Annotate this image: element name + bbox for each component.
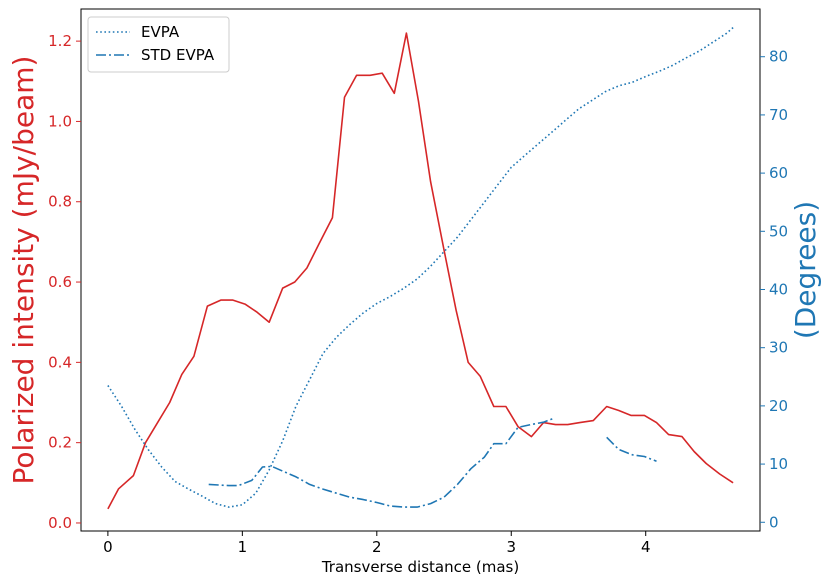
left-y-tick-label: 0.0 (48, 514, 72, 532)
right-y-tick-label: 80 (769, 48, 788, 66)
right-y-tick-label: 70 (769, 106, 788, 124)
axes-layer: 0 1 2 3 4 0.0 0.2 0.4 0.6 0.8 1.0 1.2 0 10 20 30 40 50 60 7… (48, 32, 788, 556)
right-y-tick-label: 60 (769, 164, 788, 182)
left-y-tick-label: 0.6 (48, 273, 72, 291)
legend: EVPA STD EVPA (87, 16, 230, 73)
series-line-intensity (107, 32, 734, 510)
left-y-tick-label: 0.2 (48, 434, 72, 452)
left-y-tick-label: 1.2 (48, 32, 72, 50)
x-tick-label: 3 (506, 538, 516, 556)
x-tick-label: 2 (372, 538, 382, 556)
plot-layer (107, 26, 734, 510)
x-tick-label: 4 (641, 538, 651, 556)
right-y-tick-label: 50 (769, 222, 788, 240)
right-y-axis-label: (Degrees) (789, 201, 822, 339)
legend-label-evpa: EVPA (141, 23, 180, 41)
right-y-tick-label: 20 (769, 397, 788, 415)
legend-box (87, 16, 230, 73)
left-y-tick-label: 0.8 (48, 193, 72, 211)
right-y-tick-label: 40 (769, 280, 788, 298)
series-line-std_evpa-segment-0 (208, 417, 555, 508)
right-y-tick-label: 30 (769, 339, 788, 357)
left-y-tick-label: 0.4 (48, 353, 72, 371)
series-line-std_evpa-segment-1 (606, 436, 657, 462)
x-tick-label: 1 (238, 538, 248, 556)
plot-frame (80, 8, 761, 532)
right-y-tick-label: 0 (769, 513, 779, 531)
series-line-evpa (107, 26, 734, 508)
x-axis-label: Transverse distance (mas) (321, 558, 519, 576)
left-y-tick-label: 1.0 (48, 112, 72, 130)
legend-label-std-evpa: STD EVPA (141, 46, 215, 64)
right-y-tick-label: 10 (769, 455, 788, 473)
left-y-axis-label: Polarized intensity (mJy/beam) (7, 56, 40, 485)
x-tick-label: 0 (103, 538, 113, 556)
